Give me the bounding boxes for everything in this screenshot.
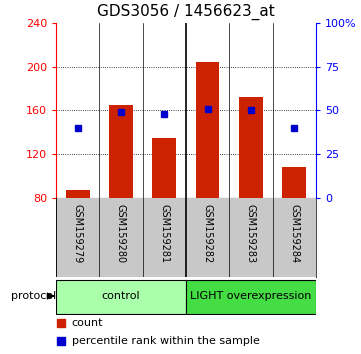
Bar	[186, 280, 316, 314]
Text: GSM159284: GSM159284	[289, 204, 299, 263]
Bar	[56, 280, 186, 314]
Text: protocol: protocol	[11, 291, 56, 301]
Title: GDS3056 / 1456623_at: GDS3056 / 1456623_at	[97, 4, 275, 20]
Bar	[196, 62, 219, 198]
Bar	[282, 167, 306, 198]
Text: LIGHT overexpression: LIGHT overexpression	[190, 291, 312, 301]
Bar	[239, 97, 263, 198]
Bar	[152, 138, 176, 198]
Text: percentile rank within the sample: percentile rank within the sample	[71, 336, 260, 346]
Text: GSM159283: GSM159283	[246, 204, 256, 263]
Text: count: count	[71, 318, 103, 328]
Text: GSM159281: GSM159281	[159, 204, 169, 263]
Text: GSM159282: GSM159282	[203, 204, 213, 263]
Text: GSM159280: GSM159280	[116, 204, 126, 263]
Text: control: control	[102, 291, 140, 301]
Bar	[109, 105, 133, 198]
Bar	[66, 190, 90, 198]
Text: GSM159279: GSM159279	[73, 204, 83, 263]
